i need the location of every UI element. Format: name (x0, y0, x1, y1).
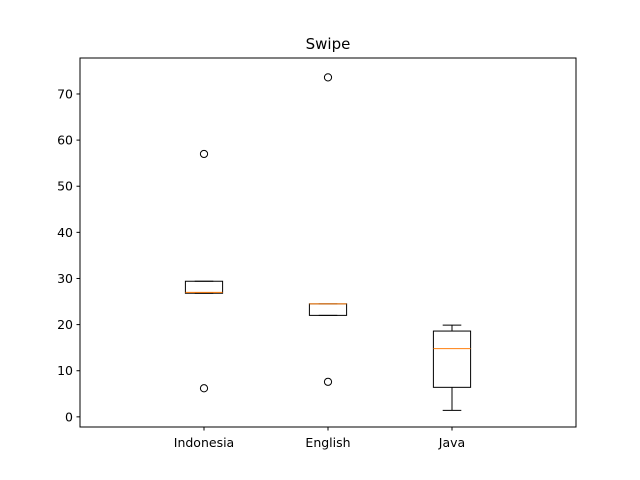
y-tick-label: 0 (65, 409, 73, 424)
x-tick-label: Java (438, 435, 465, 450)
box-indonesia (184, 280, 224, 294)
outlier-point (199, 149, 209, 159)
outlier-point (323, 377, 333, 386)
y-axis: 0 10 20 30 40 50 60 70 (57, 86, 80, 424)
plot-area (79, 57, 577, 428)
x-tick-label: Indonesia (174, 435, 234, 450)
x-tick-label: English (305, 435, 350, 450)
chart-title: Swipe (306, 35, 351, 53)
y-tick-label: 10 (57, 363, 73, 378)
y-tick-label: 60 (57, 133, 73, 148)
x-axis: Indonesia English Java (174, 427, 465, 450)
y-tick-label: 20 (57, 317, 73, 332)
y-tick-label: 30 (57, 271, 73, 286)
y-tick-label: 40 (57, 225, 73, 240)
box-series (184, 73, 472, 411)
y-tick-label: 70 (57, 86, 73, 101)
outlier-point (323, 73, 333, 82)
y-tick-label: 50 (57, 179, 73, 194)
outlier-point (199, 384, 209, 393)
box-java (432, 330, 472, 388)
